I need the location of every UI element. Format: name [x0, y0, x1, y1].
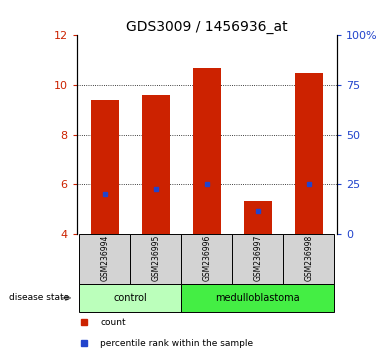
- Bar: [130, 234, 181, 284]
- Text: percentile rank within the sample: percentile rank within the sample: [100, 339, 253, 348]
- Text: GSM236997: GSM236997: [254, 234, 262, 281]
- Bar: [181, 234, 232, 284]
- Text: GSM236995: GSM236995: [151, 234, 160, 281]
- Bar: [232, 234, 283, 284]
- Bar: [283, 234, 334, 284]
- Text: disease state: disease state: [9, 293, 69, 302]
- Bar: [193, 68, 221, 234]
- Bar: [91, 100, 119, 234]
- Bar: [79, 234, 130, 284]
- Text: medulloblastoma: medulloblastoma: [216, 293, 300, 303]
- Bar: [295, 73, 323, 234]
- Bar: [244, 201, 272, 234]
- Text: GSM236996: GSM236996: [202, 234, 211, 281]
- Bar: [181, 284, 334, 312]
- Text: GSM236994: GSM236994: [100, 234, 109, 281]
- Text: count: count: [100, 318, 126, 327]
- Title: GDS3009 / 1456936_at: GDS3009 / 1456936_at: [126, 21, 288, 34]
- Bar: [142, 95, 170, 234]
- Text: GSM236998: GSM236998: [304, 234, 313, 281]
- Bar: [79, 284, 181, 312]
- Text: control: control: [113, 293, 147, 303]
